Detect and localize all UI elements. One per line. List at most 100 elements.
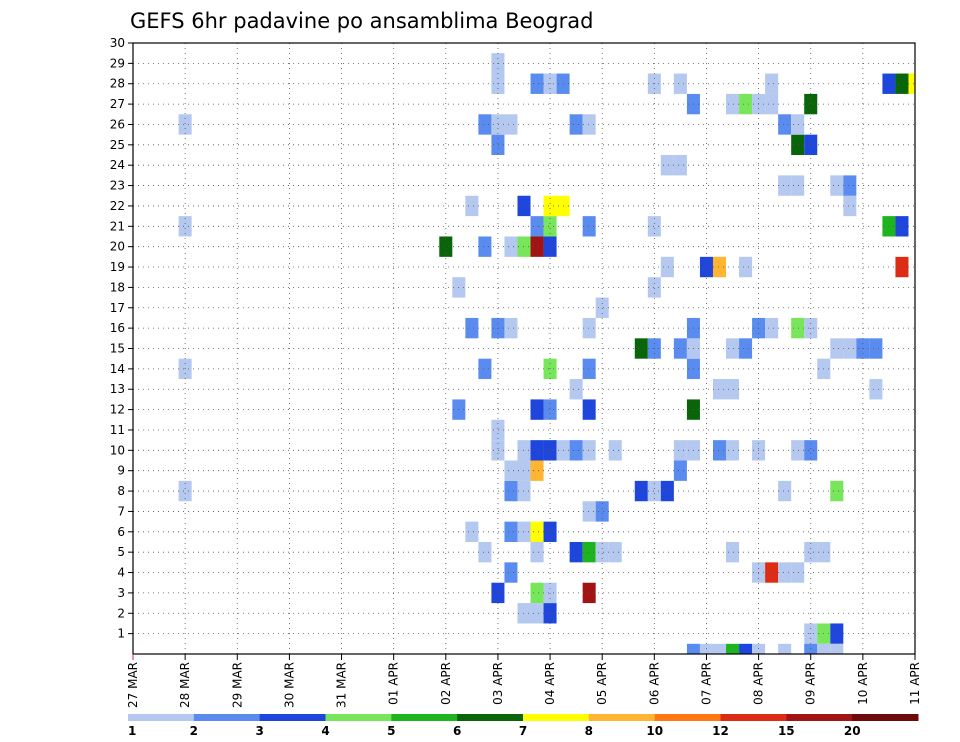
heatmap-cell bbox=[543, 440, 557, 461]
heatmap-cell bbox=[491, 582, 505, 604]
heatmap-cell bbox=[765, 73, 779, 94]
x-tick-label: 28 MAR bbox=[178, 662, 192, 708]
grid-lines bbox=[133, 43, 915, 654]
heatmap-cell bbox=[830, 338, 844, 359]
colorbar-label: 8 bbox=[585, 724, 593, 738]
heatmap-cell bbox=[582, 317, 596, 339]
heatmap-cell bbox=[647, 216, 661, 237]
colorbar-label: 7 bbox=[519, 724, 527, 738]
heatmap-cell bbox=[673, 73, 687, 94]
y-tick-label: 24 bbox=[110, 158, 125, 172]
heatmap-cell bbox=[491, 114, 505, 135]
heatmap-cell bbox=[830, 175, 844, 196]
y-tick-label: 17 bbox=[110, 301, 125, 315]
heatmap-cell bbox=[673, 440, 687, 461]
y-tick-label: 23 bbox=[110, 179, 125, 193]
heatmap-cell bbox=[739, 643, 753, 654]
x-tick-label: 05 APR bbox=[595, 662, 609, 705]
heatmap-cell bbox=[530, 603, 544, 624]
heatmap-cell bbox=[543, 399, 557, 420]
heatmap-cell bbox=[530, 521, 544, 542]
y-tick-label: 19 bbox=[110, 260, 125, 274]
y-tick-label: 28 bbox=[110, 77, 125, 91]
heatmap-cell bbox=[608, 440, 622, 461]
heatmap-cell bbox=[504, 114, 518, 135]
heatmap-cell bbox=[778, 114, 792, 135]
y-tick-label: 9 bbox=[117, 464, 125, 478]
heatmap-cell bbox=[778, 562, 792, 583]
heatmap-cell bbox=[491, 419, 505, 441]
heatmap-cell bbox=[830, 643, 844, 654]
colorbar-label: 20 bbox=[844, 724, 861, 738]
heatmap-cell bbox=[530, 236, 544, 257]
y-tick-label: 14 bbox=[110, 362, 125, 376]
x-tick-label: 29 MAR bbox=[230, 662, 244, 708]
heatmap-cell bbox=[178, 216, 192, 237]
y-tick-label: 27 bbox=[110, 97, 125, 111]
heatmap-cell bbox=[478, 358, 492, 380]
y-tick-label: 8 bbox=[117, 484, 125, 498]
y-tick-label: 21 bbox=[110, 219, 125, 233]
heatmap-cell bbox=[465, 521, 479, 542]
heatmap-cell bbox=[569, 114, 583, 135]
colorbar-swatch bbox=[128, 714, 195, 721]
x-tick-label: 04 APR bbox=[543, 662, 557, 705]
heatmap-cell bbox=[791, 114, 805, 135]
heatmap-cell bbox=[465, 195, 479, 217]
heatmap-cell bbox=[765, 93, 779, 115]
heatmap-cell bbox=[804, 541, 818, 563]
heatmap-cell bbox=[673, 338, 687, 359]
colorbar-label: 10 bbox=[646, 724, 663, 738]
heatmap-cell bbox=[895, 256, 909, 278]
heatmap-cell bbox=[530, 460, 544, 481]
heatmap-cell bbox=[895, 73, 909, 94]
colorbar-label: 3 bbox=[256, 724, 264, 738]
heatmap-cell bbox=[530, 582, 544, 604]
heatmap-cell bbox=[634, 338, 648, 359]
heatmap-cell bbox=[582, 440, 596, 461]
heatmap-cell bbox=[765, 562, 779, 583]
colorbar-label: 12 bbox=[712, 724, 729, 738]
heatmap-cell bbox=[726, 541, 740, 563]
y-tick-label: 18 bbox=[110, 280, 125, 294]
heatmap-cell bbox=[726, 338, 740, 359]
heatmap-cell bbox=[543, 236, 557, 257]
heatmap-cell bbox=[778, 480, 792, 502]
heatmap-cell bbox=[582, 114, 596, 135]
heatmap-cell bbox=[530, 216, 544, 237]
heatmap-cell bbox=[595, 501, 609, 522]
heatmap-cell bbox=[739, 93, 753, 115]
x-tick-label: 31 MAR bbox=[335, 662, 349, 708]
heatmap-cell bbox=[673, 155, 687, 176]
heatmap-cell bbox=[804, 440, 818, 461]
heatmap-cell bbox=[791, 317, 805, 339]
colorbar-label: 15 bbox=[778, 724, 795, 738]
heatmap-cell bbox=[491, 134, 505, 156]
heatmap-cell bbox=[804, 134, 818, 156]
heatmap-cell bbox=[778, 175, 792, 196]
y-tick-label: 5 bbox=[117, 545, 125, 559]
heatmap-cell bbox=[178, 114, 192, 135]
heatmap-cell bbox=[465, 317, 479, 339]
x-axis: 27 MAR 28 MAR 29 MAR 30 MAR 31 MAR 01 APR 02 A… bbox=[126, 654, 922, 708]
y-tick-label: 26 bbox=[110, 117, 125, 131]
y-tick-label: 15 bbox=[110, 342, 125, 356]
y-axis: 1234567891011121314151617181920212223242… bbox=[110, 36, 133, 641]
x-tick-label: 09 APR bbox=[804, 662, 818, 705]
heatmap-cell bbox=[582, 582, 596, 604]
heatmap-cell bbox=[504, 236, 518, 257]
heatmap-cell bbox=[504, 460, 518, 481]
heatmap-cell bbox=[686, 643, 700, 654]
heatmap-cell bbox=[582, 501, 596, 522]
colorbar-swatch bbox=[720, 714, 787, 721]
heatmap-cell bbox=[895, 216, 909, 237]
heatmap-cell bbox=[726, 643, 740, 654]
colorbar-swatch bbox=[391, 714, 458, 721]
heatmap-cell bbox=[843, 195, 857, 217]
heatmap-cell bbox=[478, 236, 492, 257]
colorbar-swatch bbox=[259, 714, 326, 721]
y-tick-label: 12 bbox=[110, 403, 125, 417]
heatmap-cell bbox=[660, 480, 674, 502]
heatmap-cell bbox=[791, 562, 805, 583]
x-tick-label: 30 MAR bbox=[282, 662, 296, 708]
